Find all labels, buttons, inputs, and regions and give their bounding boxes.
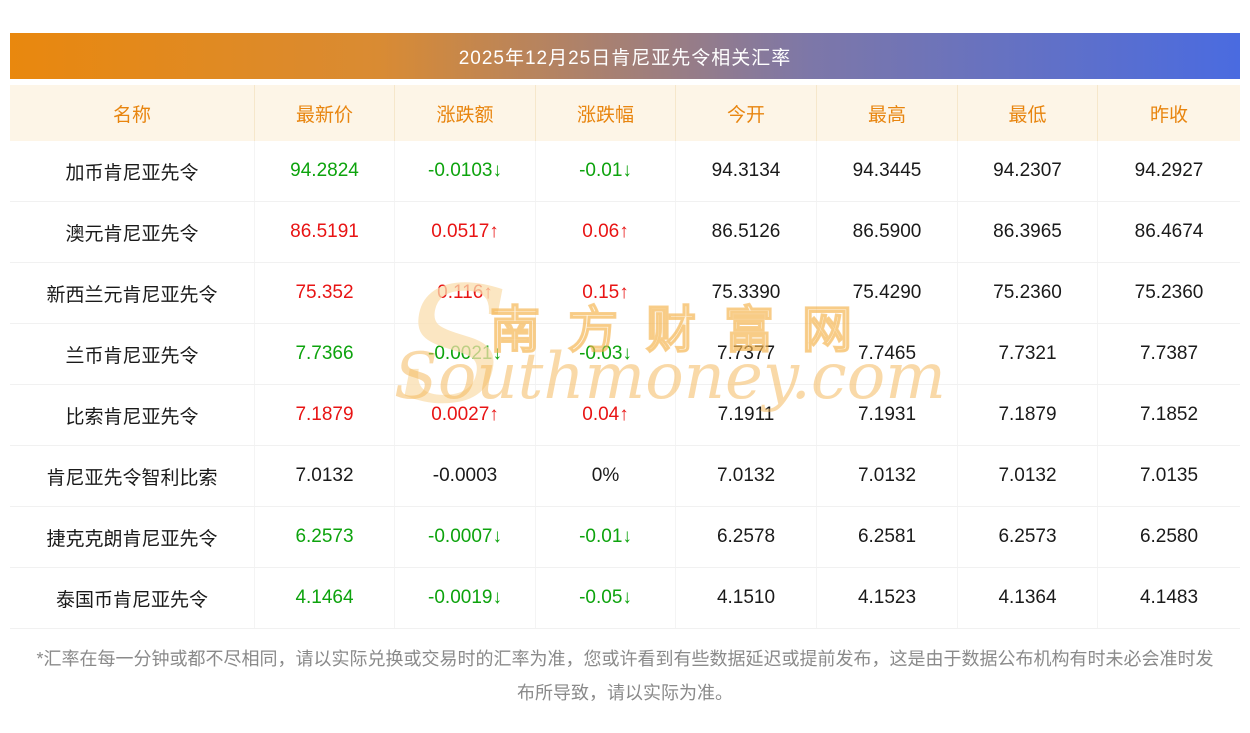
header-cell-4: 今开 <box>676 85 817 141</box>
table-row: 加币肯尼亚先令 94.2824 -0.0103↓ -0.01↓ 94.3134 94.34… <box>10 141 1240 202</box>
cell-open: 6.2578 <box>676 507 817 567</box>
cell-latest: 86.5191 <box>255 202 395 262</box>
cell-change: 0.0027↑ <box>395 385 536 445</box>
cell-change: 0.0517↑ <box>395 202 536 262</box>
table-row: 肯尼亚先令智利比索 7.0132 -0.0003 0% 7.0132 7.0132 7.01… <box>10 446 1240 507</box>
cell-low: 75.2360 <box>958 263 1098 323</box>
cell-high: 94.3445 <box>817 141 958 201</box>
header-cell-6: 最低 <box>958 85 1098 141</box>
cell-high: 7.1931 <box>817 385 958 445</box>
page-title: 2025年12月25日肯尼亚先令相关汇率 <box>458 47 792 69</box>
cell-prev: 6.2580 <box>1139 526 1199 547</box>
cell-open: 94.3134 <box>676 141 817 201</box>
cell-latest: 94.2824 <box>255 141 395 201</box>
cell-prev: 7.7387 <box>1139 343 1199 364</box>
title-bar: 2025年12月25日肯尼亚先令相关汇率 <box>10 33 1240 79</box>
cell-change-pct: 0.04↑ <box>536 385 676 445</box>
cell-change-pct: 0% <box>536 446 676 506</box>
cell-low: 7.7321 <box>958 324 1098 384</box>
cell-name: 泰国币肯尼亚先令 <box>10 568 255 628</box>
cell-change-pct: -0.01↓ <box>536 141 676 201</box>
header-cell-7: 昨收 <box>1149 104 1188 126</box>
header-cell-5: 最高 <box>817 85 958 141</box>
cell-open: 75.3390 <box>676 263 817 323</box>
table-row: 新西兰元肯尼亚先令 75.352 0.116↑ 0.15↑ 75.3390 75.4290… <box>10 263 1240 324</box>
cell-low: 7.1879 <box>958 385 1098 445</box>
cell-change: -0.0021↓ <box>395 324 536 384</box>
cell-low: 86.3965 <box>958 202 1098 262</box>
cell-high: 7.7465 <box>817 324 958 384</box>
footnote-text: *汇率在每一分钟或都不尽相同，请以实际兑换或交易时的汇率为准，您或许看到有些数据… <box>36 649 1214 703</box>
cell-low: 7.0132 <box>958 446 1098 506</box>
rates-table: 名称 最新价 涨跌额 涨跌幅 今开 最高 最低 昨收 加币肯尼亚先令 94.2824 -0.010… <box>10 85 1240 629</box>
cell-prev: 7.1852 <box>1139 404 1199 425</box>
cell-prev: 7.0135 <box>1139 465 1199 486</box>
cell-name: 兰币肯尼亚先令 <box>10 324 255 384</box>
cell-change-pct: -0.03↓ <box>536 324 676 384</box>
cell-latest: 6.2573 <box>255 507 395 567</box>
cell-prev: 4.1483 <box>1139 587 1199 608</box>
cell-change-pct: 0.15↑ <box>536 263 676 323</box>
header-cell-2: 涨跌额 <box>395 85 536 141</box>
cell-low: 6.2573 <box>958 507 1098 567</box>
cell-name: 肯尼亚先令智利比索 <box>10 446 255 506</box>
cell-high: 75.4290 <box>817 263 958 323</box>
table-body: 加币肯尼亚先令 94.2824 -0.0103↓ -0.01↓ 94.3134 94.34… <box>10 141 1240 629</box>
cell-high: 4.1523 <box>817 568 958 628</box>
table-row: 捷克克朗肯尼亚先令 6.2573 -0.0007↓ -0.01↓ 6.2578 6.258… <box>10 507 1240 568</box>
header-cell-3: 涨跌幅 <box>536 85 676 141</box>
cell-open: 7.0132 <box>676 446 817 506</box>
cell-open: 4.1510 <box>676 568 817 628</box>
cell-change-pct: 0.06↑ <box>536 202 676 262</box>
cell-change: 0.116↑ <box>395 263 536 323</box>
cell-change-pct: -0.05↓ <box>536 568 676 628</box>
cell-high: 6.2581 <box>817 507 958 567</box>
cell-low: 4.1364 <box>958 568 1098 628</box>
header-cell-0: 名称 <box>10 85 255 141</box>
cell-change: -0.0007↓ <box>395 507 536 567</box>
header-cell-1: 最新价 <box>255 85 395 141</box>
cell-change: -0.0003 <box>395 446 536 506</box>
cell-prev: 75.2360 <box>1134 282 1204 303</box>
cell-name: 加币肯尼亚先令 <box>10 141 255 201</box>
cell-change: -0.0103↓ <box>395 141 536 201</box>
cell-prev: 86.4674 <box>1134 221 1204 242</box>
cell-open: 7.7377 <box>676 324 817 384</box>
cell-name: 比索肯尼亚先令 <box>10 385 255 445</box>
cell-latest: 7.1879 <box>255 385 395 445</box>
cell-low: 94.2307 <box>958 141 1098 201</box>
cell-name: 捷克克朗肯尼亚先令 <box>10 507 255 567</box>
table-row: 比索肯尼亚先令 7.1879 0.0027↑ 0.04↑ 7.1911 7.1931 7.1… <box>10 385 1240 446</box>
cell-high: 7.0132 <box>817 446 958 506</box>
footnote: *汇率在每一分钟或都不尽相同，请以实际兑换或交易时的汇率为准，您或许看到有些数据… <box>10 642 1240 710</box>
cell-latest: 75.352 <box>255 263 395 323</box>
cell-latest: 7.7366 <box>255 324 395 384</box>
cell-name: 澳元肯尼亚先令 <box>10 202 255 262</box>
table-row: 泰国币肯尼亚先令 4.1464 -0.0019↓ -0.05↓ 4.1510 4.1523… <box>10 568 1240 629</box>
cell-latest: 7.0132 <box>255 446 395 506</box>
table-row: 兰币肯尼亚先令 7.7366 -0.0021↓ -0.03↓ 7.7377 7.7465 7… <box>10 324 1240 385</box>
cell-name: 新西兰元肯尼亚先令 <box>10 263 255 323</box>
cell-latest: 4.1464 <box>255 568 395 628</box>
cell-high: 86.5900 <box>817 202 958 262</box>
cell-prev: 94.2927 <box>1134 160 1204 181</box>
table-row: 澳元肯尼亚先令 86.5191 0.0517↑ 0.06↑ 86.5126 86.5900… <box>10 202 1240 263</box>
cell-change: -0.0019↓ <box>395 568 536 628</box>
table-header-row: 名称 最新价 涨跌额 涨跌幅 今开 最高 最低 昨收 <box>10 85 1240 141</box>
cell-change-pct: -0.01↓ <box>536 507 676 567</box>
cell-open: 86.5126 <box>676 202 817 262</box>
cell-open: 7.1911 <box>676 385 817 445</box>
